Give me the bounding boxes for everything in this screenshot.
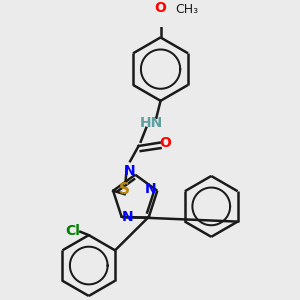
Text: CH₃: CH₃ — [175, 3, 199, 16]
Text: N: N — [145, 182, 156, 196]
Text: O: O — [154, 1, 166, 15]
Text: N: N — [122, 210, 133, 224]
Text: S: S — [119, 182, 130, 196]
Text: Cl: Cl — [65, 224, 80, 238]
Text: N: N — [124, 164, 135, 178]
Text: O: O — [159, 136, 171, 150]
Text: HN: HN — [140, 116, 163, 130]
